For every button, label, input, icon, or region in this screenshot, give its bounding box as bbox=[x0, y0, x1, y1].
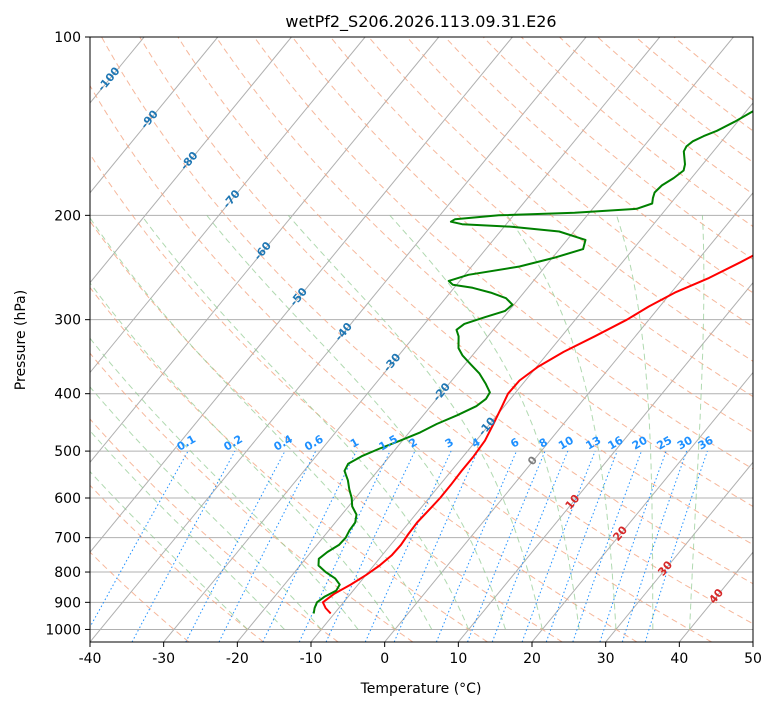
mixing-ratio-line bbox=[545, 450, 618, 642]
moist-adiabat-line bbox=[90, 429, 285, 630]
mixing-ratio-line bbox=[364, 450, 452, 642]
dry-adiabat-line bbox=[90, 153, 638, 642]
isotherm-line bbox=[605, 461, 753, 642]
y-tick-label: 400 bbox=[54, 387, 81, 403]
background-lines bbox=[90, 37, 753, 642]
isotherm-line bbox=[90, 37, 513, 553]
y-tick-label: 1000 bbox=[45, 622, 81, 638]
dry-adiabat-line bbox=[90, 551, 190, 642]
x-axis-label: Temperature (°C) bbox=[360, 681, 482, 697]
x-tick-label: 0 bbox=[380, 651, 389, 667]
mixing-ratio-line bbox=[262, 450, 357, 642]
isotherm-line bbox=[90, 37, 440, 464]
mixing-ratio-line bbox=[218, 450, 317, 642]
isotherm-line bbox=[310, 102, 753, 642]
x-tick-label: 40 bbox=[670, 651, 688, 667]
isotherm-line bbox=[90, 37, 366, 374]
chart-title: wetPf2_S206.2026.113.09.31.E26 bbox=[285, 12, 556, 32]
y-tick-label: 500 bbox=[54, 444, 81, 460]
dry-adiabat-line bbox=[215, 37, 753, 507]
mixing-ratio-line bbox=[599, 450, 667, 642]
x-tick-label: -10 bbox=[300, 651, 323, 667]
x-tick-label: -20 bbox=[226, 651, 249, 667]
mixing-ratio-line bbox=[491, 450, 569, 642]
dry-adiabat-line bbox=[90, 352, 414, 642]
mixing-ratio-line bbox=[521, 450, 596, 642]
x-tick-label: -40 bbox=[79, 651, 102, 667]
y-tick-label: 200 bbox=[54, 208, 81, 224]
moist-adiabat-line bbox=[90, 470, 248, 630]
isotherm-line bbox=[236, 37, 734, 642]
profile-lines bbox=[312, 110, 753, 615]
isotherm-line bbox=[163, 37, 661, 642]
dry-adiabat-line bbox=[253, 37, 753, 470]
dry-adiabat-line bbox=[90, 220, 563, 642]
dry-adiabat-line bbox=[90, 484, 264, 642]
isotherm-line bbox=[90, 37, 587, 642]
x-tick-label: 50 bbox=[744, 651, 762, 667]
moist-adiabat-line bbox=[689, 215, 705, 630]
isotherm-line bbox=[531, 371, 753, 642]
mixing-ratio-line bbox=[90, 450, 189, 629]
mixing-ratio-line bbox=[572, 450, 642, 642]
x-tick-label: 10 bbox=[449, 651, 467, 667]
mixing-ratio-line bbox=[393, 450, 479, 642]
x-tick-label: 20 bbox=[523, 651, 541, 667]
mixing-ratio-line bbox=[435, 450, 517, 642]
x-axis: -40 -30 -20 -10 0 10 20 30 40 50 bbox=[79, 642, 762, 667]
moist-adiabat-line bbox=[90, 386, 322, 630]
moist-adiabat-line bbox=[206, 214, 506, 630]
moist-adiabat-line bbox=[616, 215, 654, 630]
plot-background bbox=[90, 37, 753, 642]
mixing-ratio-line bbox=[467, 450, 546, 642]
isotherm-line bbox=[457, 281, 753, 642]
moist-adiabat-line bbox=[90, 282, 396, 630]
x-tick-label: -30 bbox=[152, 651, 175, 667]
y-axis-label: Pressure (hPa) bbox=[13, 290, 29, 390]
temperature-profile bbox=[321, 254, 753, 615]
isotherm-line bbox=[90, 37, 219, 194]
y-tick-label: 600 bbox=[54, 491, 81, 507]
y-tick-label: 700 bbox=[54, 531, 81, 547]
dry-adiabat-line bbox=[177, 37, 753, 546]
moist-adiabat-line bbox=[90, 337, 359, 630]
plot-frame bbox=[89, 36, 754, 643]
y-tick-label: 900 bbox=[54, 595, 81, 611]
y-tick-label: 100 bbox=[54, 30, 81, 46]
moist-adiabat-line bbox=[90, 217, 433, 630]
dry-adiabat-line bbox=[90, 286, 488, 642]
dry-adiabat-line bbox=[330, 37, 753, 398]
y-axis: 100 200 300 400 500 600 700 800 900 1000 bbox=[45, 30, 90, 638]
x-tick-label: 30 bbox=[597, 651, 615, 667]
isotherm-line bbox=[90, 37, 292, 284]
isotherm-line bbox=[384, 192, 753, 642]
y-tick-label: 300 bbox=[54, 313, 81, 329]
moist-adiabat-line bbox=[389, 214, 580, 630]
dry-adiabat-line bbox=[90, 84, 712, 642]
y-tick-label: 800 bbox=[54, 565, 81, 581]
moist-adiabat-line bbox=[506, 215, 617, 630]
dry-adiabat-line bbox=[292, 37, 753, 433]
moist-adiabat-line bbox=[141, 215, 470, 630]
mixing-ratio-line bbox=[621, 450, 688, 642]
dry-adiabat-line bbox=[90, 418, 339, 642]
mixing-ratio-line bbox=[131, 450, 236, 642]
mixing-ratio-line bbox=[644, 450, 708, 642]
dewpoint-profile bbox=[312, 110, 753, 614]
